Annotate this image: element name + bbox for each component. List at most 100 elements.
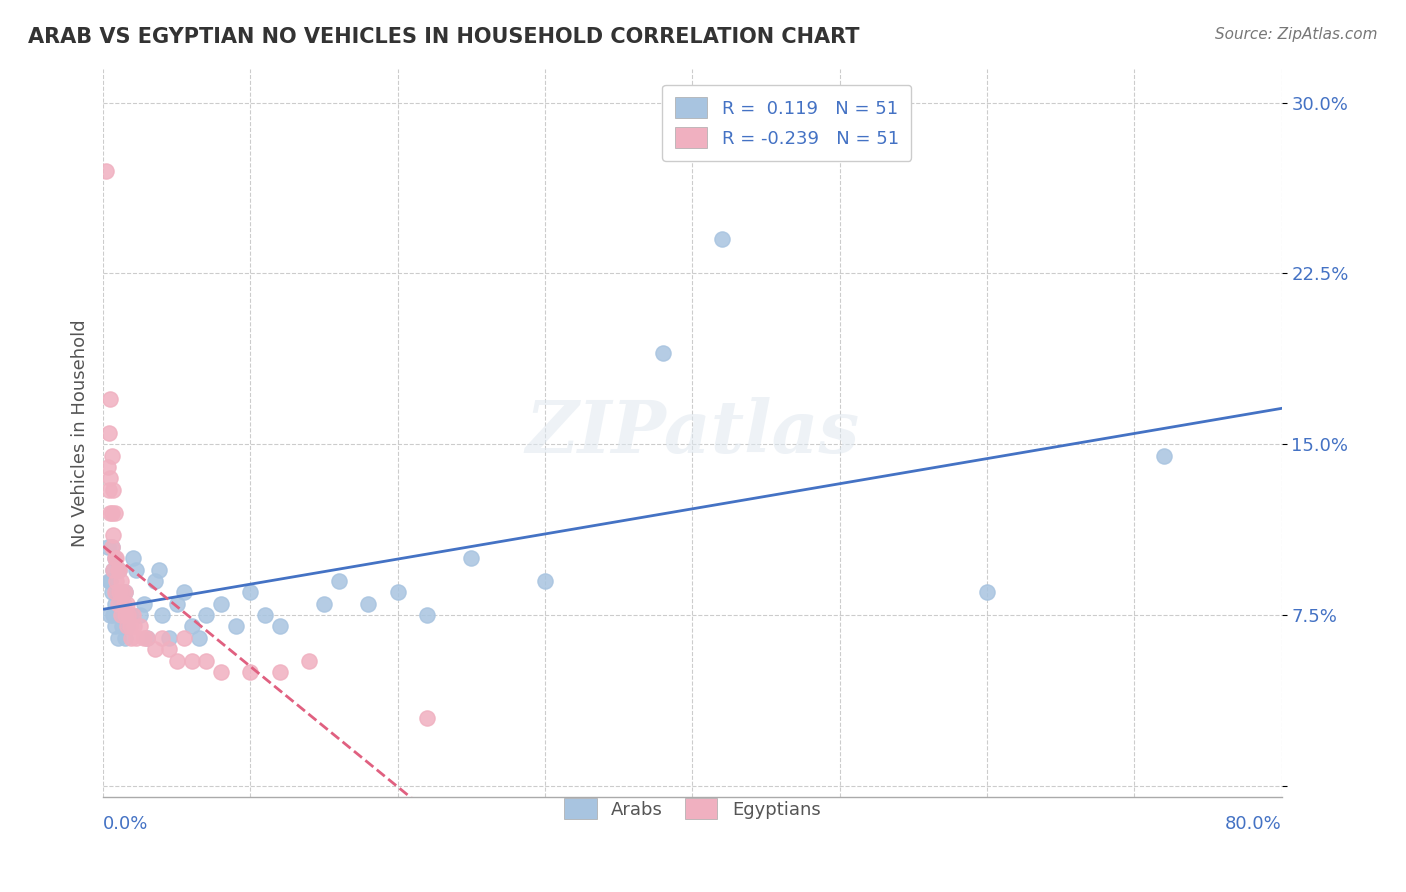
Point [269,665,291,679]
Point [254,608,277,623]
Point [143,574,166,588]
Text: 0.0%: 0.0% [103,815,149,833]
Point [112,597,135,611]
Point [121,551,143,566]
Point [101,506,124,520]
Point [166,597,188,611]
Legend: Arabs, Egyptians: Arabs, Egyptians [551,786,834,832]
Point [225,619,247,633]
Point [98,425,121,440]
Text: ZIPatlas: ZIPatlas [526,397,859,468]
Point [104,506,127,520]
Point [209,665,232,679]
Point [195,608,218,623]
Point [134,597,156,611]
Point [110,608,132,623]
Point [101,540,124,554]
Point [108,562,131,576]
Point [1153,449,1175,463]
Point [107,631,129,645]
Point [100,392,122,406]
Point [117,608,139,623]
Point [180,654,202,668]
Point [104,597,127,611]
Point [103,528,125,542]
Point [143,642,166,657]
Point [298,654,321,668]
Point [209,597,232,611]
Point [357,597,380,611]
Point [314,597,336,611]
Point [239,665,262,679]
Point [104,551,127,566]
Point [104,585,127,599]
Point [100,574,122,588]
Point [159,642,181,657]
Point [103,562,125,576]
Point [118,608,141,623]
Point [103,483,125,497]
Point [115,597,138,611]
Point [150,608,173,623]
Text: Source: ZipAtlas.com: Source: ZipAtlas.com [1215,27,1378,42]
Point [111,585,134,599]
Point [150,631,173,645]
Point [96,460,118,475]
Point [100,471,122,485]
Point [387,585,409,599]
Point [976,585,998,599]
Point [118,619,141,633]
Point [173,631,195,645]
Point [166,654,188,668]
Point [107,608,129,623]
Point [105,551,128,566]
Point [96,540,118,554]
Point [652,346,675,360]
Point [101,585,124,599]
Point [101,540,124,554]
Point [269,619,291,633]
Point [328,574,350,588]
Point [110,597,132,611]
Point [107,597,129,611]
Point [173,585,195,599]
Point [105,585,128,599]
Y-axis label: No Vehicles in Household: No Vehicles in Household [72,319,89,547]
Point [104,619,127,633]
Point [114,631,136,645]
Point [124,562,146,576]
Point [103,608,125,623]
Point [129,619,152,633]
Point [460,551,482,566]
Point [94,164,117,178]
Text: 80.0%: 80.0% [1225,815,1282,833]
Point [98,483,121,497]
Point [134,631,156,645]
Point [115,619,138,633]
Point [195,654,218,668]
Point [180,619,202,633]
Point [159,631,181,645]
Point [110,574,132,588]
Point [115,619,138,633]
Point [239,585,262,599]
Point [98,574,121,588]
Point [111,619,134,633]
Point [108,585,131,599]
Point [136,631,159,645]
Point [104,551,127,566]
Point [710,232,733,246]
Point [108,562,131,576]
Point [101,449,124,463]
Point [416,608,439,623]
Point [534,574,557,588]
Point [129,608,152,623]
Point [148,562,170,576]
Point [107,562,129,576]
Point [105,574,128,588]
Point [103,562,125,576]
Point [100,608,122,623]
Point [121,608,143,623]
Point [416,710,439,724]
Point [100,506,122,520]
